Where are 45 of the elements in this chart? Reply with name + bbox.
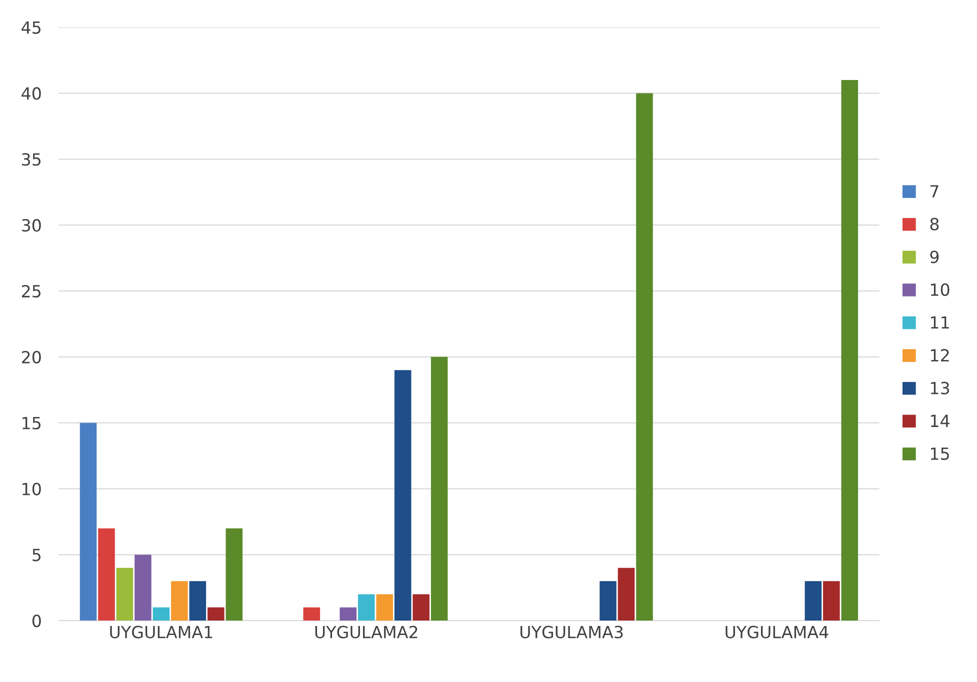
bar — [226, 528, 243, 621]
bar — [636, 93, 653, 621]
y-tick-label: 10 — [22, 482, 41, 496]
y-tick-label: 45 — [22, 21, 40, 34]
legend-label: 7 — [930, 185, 938, 198]
legend-label: 15 — [931, 448, 949, 460]
bar — [134, 554, 152, 621]
y-tick-label: 20 — [22, 350, 41, 364]
x-tick-label: UYGULAMA1 — [110, 626, 212, 638]
bar — [600, 581, 616, 621]
bar — [412, 594, 430, 621]
bar — [430, 356, 448, 621]
bar — [189, 581, 206, 621]
y-tick-label: 40 — [22, 87, 41, 100]
y-tick-label: 30 — [22, 219, 41, 232]
bar — [171, 581, 188, 621]
x-tick-label: UYGULAMA4 — [726, 626, 828, 638]
legend-label: 10 — [931, 283, 950, 296]
legend-label: 8 — [930, 218, 939, 230]
y-tick-label: 15 — [22, 417, 40, 430]
legend-label: 13 — [931, 382, 950, 394]
legend-label: 11 — [931, 316, 949, 329]
bar — [116, 568, 134, 621]
legend-label: 12 — [931, 348, 949, 362]
legend-label: 14 — [931, 414, 950, 427]
bar — [208, 607, 224, 621]
y-tick-label: 25 — [22, 284, 40, 298]
bar — [841, 80, 858, 621]
x-tick-label: UYGULAMA3 — [520, 626, 623, 638]
bar — [98, 528, 115, 621]
bar — [303, 607, 320, 621]
x-tick-label: UYGULAMA2 — [315, 626, 418, 638]
y-tick-label: 5 — [32, 548, 40, 562]
bar — [152, 607, 170, 621]
y-tick-label: 35 — [22, 153, 40, 166]
bar — [358, 594, 375, 621]
bar — [823, 581, 840, 621]
bar — [340, 607, 357, 621]
bar — [804, 581, 822, 621]
legend-label: 9 — [930, 250, 939, 264]
bar — [618, 568, 635, 621]
bar — [376, 594, 393, 621]
bar — [394, 370, 412, 621]
bar — [80, 422, 97, 621]
y-tick-label: 0 — [32, 614, 41, 628]
